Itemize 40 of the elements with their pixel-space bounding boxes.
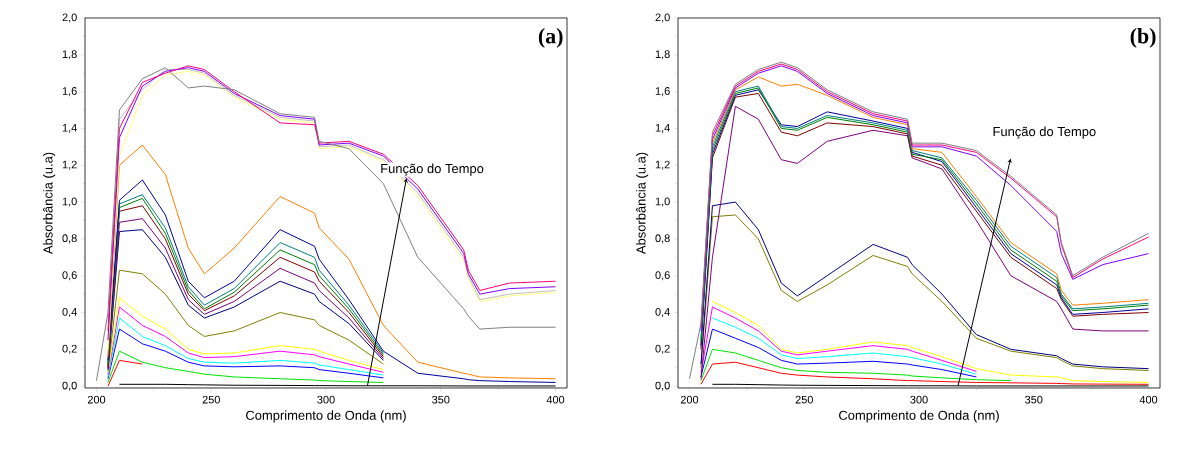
y-tick-label: 0,2 bbox=[62, 344, 77, 354]
chart-title: (b) bbox=[1130, 27, 1156, 48]
y-tick-label: 1,8 bbox=[655, 50, 670, 60]
x-tick-label: 200 bbox=[680, 395, 699, 404]
y-tick-label: 0,6 bbox=[655, 271, 670, 281]
x-tick-label: 400 bbox=[546, 395, 565, 404]
y-tick-label: 1,4 bbox=[655, 123, 670, 133]
y-tick-label: 0,4 bbox=[62, 308, 77, 318]
y-tick-label: 0,0 bbox=[655, 381, 670, 391]
x-axis-title: Comprimento de Onda (nm) bbox=[246, 410, 406, 423]
y-tick-label: 1,8 bbox=[62, 50, 77, 60]
x-axis-title: Comprimento de Onda (nm) bbox=[839, 410, 999, 423]
y-tick-label: 1,6 bbox=[62, 87, 77, 97]
y-tick-label: 0,6 bbox=[62, 271, 77, 281]
x-tick-label: 250 bbox=[795, 395, 813, 404]
y-tick-label: 0,8 bbox=[62, 234, 77, 244]
x-tick-label: 400 bbox=[1139, 395, 1158, 404]
annotation: Função do Tempo bbox=[381, 163, 484, 176]
y-tick-label: 1,2 bbox=[655, 160, 670, 170]
y-tick-label: 1,0 bbox=[62, 197, 77, 207]
x-tick-label: 300 bbox=[317, 395, 335, 404]
x-tick-label: 200 bbox=[87, 395, 106, 404]
x-tick-label: 350 bbox=[432, 395, 450, 404]
x-tick-label: 300 bbox=[910, 395, 928, 404]
y-tick-label: 2,0 bbox=[62, 13, 77, 23]
y-tick-label: 0,2 bbox=[655, 344, 670, 354]
y-tick-label: 1,6 bbox=[655, 87, 670, 97]
chart-title: (a) bbox=[538, 27, 563, 48]
y-tick-label: 2,0 bbox=[655, 13, 670, 23]
annotation: Função do Tempo bbox=[993, 126, 1096, 139]
y-axis-title: Absorbância (u.a) bbox=[636, 152, 649, 255]
x-tick-label: 250 bbox=[202, 395, 220, 404]
y-tick-label: 1,2 bbox=[62, 160, 77, 170]
y-tick-label: 0,8 bbox=[655, 234, 670, 244]
y-tick-label: 1,4 bbox=[62, 123, 77, 133]
y-tick-label: 0,4 bbox=[655, 308, 670, 318]
y-tick-label: 0,0 bbox=[62, 381, 77, 391]
y-tick-label: 1,0 bbox=[655, 197, 670, 207]
x-tick-label: 350 bbox=[1025, 395, 1043, 404]
y-axis-title: Absorbância (u.a) bbox=[43, 152, 56, 255]
